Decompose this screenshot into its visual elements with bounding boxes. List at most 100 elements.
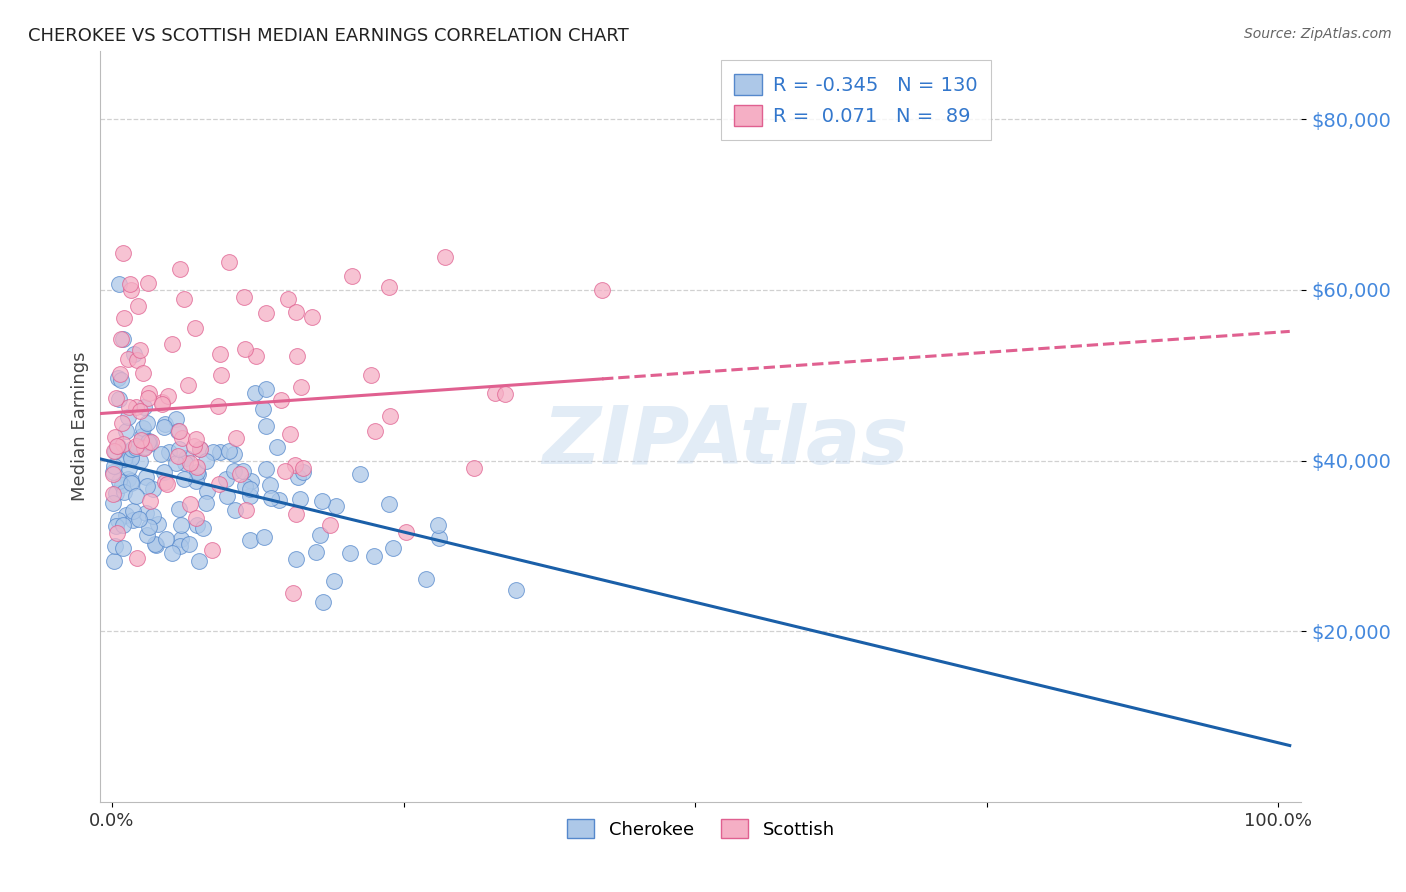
Point — [222, 464, 245, 478]
Point — [360, 368, 382, 382]
Point — [110, 373, 132, 387]
Point — [105, 526, 128, 541]
Point — [101, 495, 124, 509]
Point — [186, 465, 208, 479]
Point — [229, 467, 252, 481]
Point — [138, 434, 160, 449]
Point — [101, 465, 124, 479]
Point — [285, 349, 308, 363]
Point — [277, 293, 299, 307]
Point — [169, 502, 191, 516]
Point — [378, 280, 401, 294]
Point — [117, 409, 139, 424]
Point — [207, 399, 229, 413]
Point — [150, 397, 173, 411]
Point — [138, 520, 160, 534]
Point — [136, 435, 159, 450]
Point — [112, 452, 135, 467]
Point — [110, 478, 132, 492]
Point — [291, 461, 314, 475]
Point — [135, 527, 157, 541]
Point — [153, 475, 176, 489]
Point — [117, 472, 139, 486]
Point — [120, 474, 142, 488]
Point — [104, 539, 127, 553]
Point — [127, 299, 149, 313]
Point — [103, 443, 125, 458]
Point — [120, 450, 142, 465]
Point — [138, 386, 160, 401]
Point — [463, 461, 485, 475]
Point — [266, 440, 288, 454]
Point — [104, 444, 127, 458]
Y-axis label: Median Earnings: Median Earnings — [72, 351, 89, 501]
Point — [121, 513, 143, 527]
Point — [138, 276, 160, 290]
Point — [505, 582, 527, 597]
Point — [112, 484, 135, 499]
Point — [253, 530, 276, 544]
Point — [179, 497, 201, 511]
Point — [167, 424, 190, 438]
Point — [288, 492, 311, 507]
Point — [120, 277, 142, 291]
Point — [342, 269, 364, 284]
Point — [134, 441, 156, 455]
Point — [195, 454, 218, 468]
Point — [186, 517, 208, 532]
Point — [125, 400, 148, 414]
Point — [156, 477, 179, 491]
Point — [153, 419, 176, 434]
Point — [591, 283, 613, 297]
Point — [132, 421, 155, 435]
Point — [111, 245, 134, 260]
Point — [274, 464, 297, 478]
Point — [325, 500, 347, 514]
Point — [433, 251, 456, 265]
Point — [202, 444, 225, 458]
Point — [254, 306, 277, 320]
Point — [188, 554, 211, 568]
Point — [427, 532, 450, 546]
Point — [153, 465, 176, 479]
Point — [290, 379, 312, 393]
Point — [174, 451, 197, 466]
Point — [156, 389, 179, 403]
Point — [108, 474, 131, 488]
Point — [169, 262, 191, 277]
Point — [260, 491, 283, 506]
Point — [142, 483, 165, 497]
Point — [235, 503, 257, 517]
Point — [131, 366, 153, 380]
Point — [132, 440, 155, 454]
Point — [146, 517, 169, 532]
Point — [110, 367, 132, 381]
Point — [339, 546, 361, 560]
Point — [129, 343, 152, 357]
Point — [233, 290, 256, 304]
Legend: Cherokee, Scottish: Cherokee, Scottish — [560, 812, 842, 846]
Point — [364, 424, 387, 438]
Point — [105, 391, 128, 405]
Point — [117, 444, 139, 458]
Point — [131, 429, 153, 443]
Point — [103, 553, 125, 567]
Point — [301, 310, 323, 324]
Point — [323, 574, 346, 589]
Point — [124, 347, 146, 361]
Point — [142, 509, 165, 524]
Point — [118, 401, 141, 415]
Point — [129, 454, 152, 468]
Point — [115, 508, 138, 522]
Point — [111, 436, 134, 450]
Point — [143, 537, 166, 551]
Point — [167, 442, 190, 457]
Point — [135, 479, 157, 493]
Point — [209, 368, 232, 383]
Text: Source: ZipAtlas.com: Source: ZipAtlas.com — [1244, 27, 1392, 41]
Point — [270, 392, 292, 407]
Point — [117, 352, 139, 367]
Point — [111, 417, 134, 431]
Point — [104, 429, 127, 443]
Point — [259, 478, 281, 492]
